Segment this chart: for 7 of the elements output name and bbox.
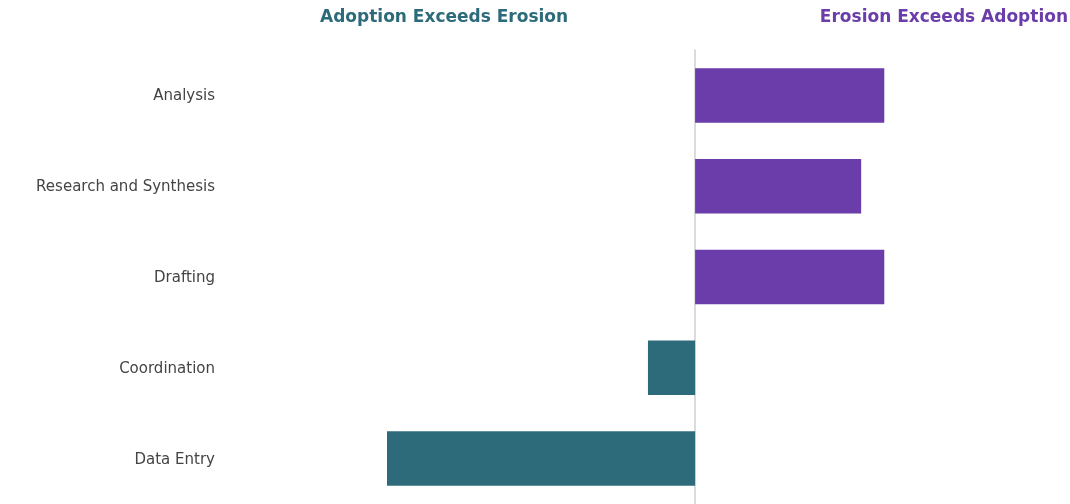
y-tick-label: Drafting — [153, 268, 215, 286]
text: Erosion Exceeds Adoption — [819, 5, 1068, 26]
y-tick-label: Data Entry — [134, 449, 216, 468]
y-tick-label: Analysis — [153, 86, 216, 105]
y-tick-label: Research and Synthesis — [36, 177, 216, 196]
y-tick-label: Coordination — [119, 358, 215, 377]
text: Adoption Exceeds Erosion — [320, 5, 569, 26]
